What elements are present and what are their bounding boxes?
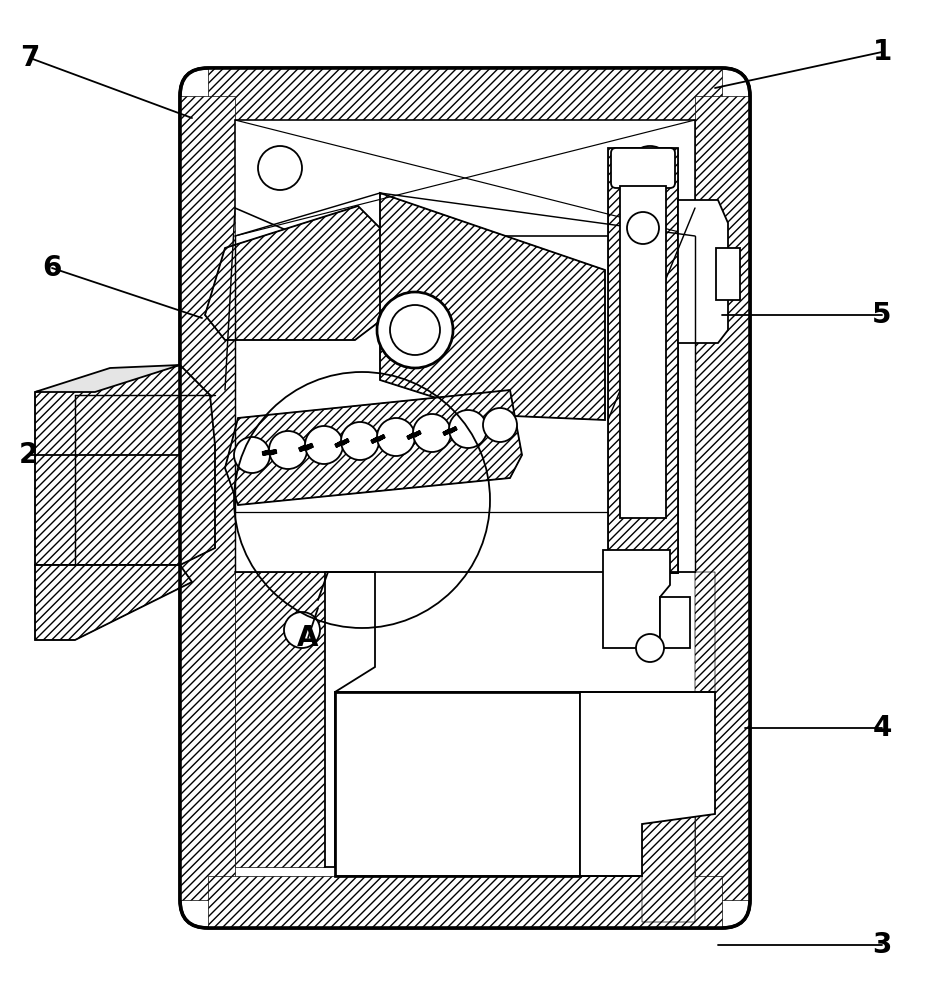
Circle shape	[390, 305, 440, 355]
Circle shape	[627, 212, 659, 244]
Polygon shape	[603, 550, 670, 648]
Polygon shape	[716, 248, 740, 300]
Polygon shape	[325, 572, 375, 867]
Polygon shape	[642, 572, 715, 922]
Circle shape	[449, 410, 487, 448]
Polygon shape	[235, 120, 695, 236]
Circle shape	[377, 292, 453, 368]
Text: 5: 5	[872, 301, 892, 329]
Polygon shape	[620, 186, 666, 518]
Polygon shape	[208, 876, 722, 928]
Polygon shape	[580, 692, 715, 876]
Text: 6: 6	[42, 254, 62, 282]
Circle shape	[234, 437, 270, 473]
Circle shape	[628, 146, 672, 190]
Polygon shape	[335, 692, 580, 876]
Polygon shape	[208, 68, 722, 120]
Polygon shape	[678, 200, 728, 343]
Text: 4: 4	[872, 714, 892, 742]
Polygon shape	[225, 390, 522, 505]
Polygon shape	[205, 206, 388, 340]
Polygon shape	[35, 365, 180, 392]
Circle shape	[284, 612, 320, 648]
Polygon shape	[660, 597, 690, 648]
Circle shape	[413, 414, 451, 452]
FancyBboxPatch shape	[180, 68, 750, 928]
Polygon shape	[35, 365, 215, 565]
Text: A: A	[297, 624, 319, 652]
FancyBboxPatch shape	[611, 148, 675, 188]
Circle shape	[269, 431, 307, 469]
Polygon shape	[608, 148, 678, 573]
Polygon shape	[380, 193, 605, 420]
Polygon shape	[35, 565, 192, 640]
Circle shape	[341, 422, 379, 460]
Text: 2: 2	[18, 441, 38, 469]
Polygon shape	[695, 96, 750, 900]
Circle shape	[636, 634, 664, 662]
Text: 3: 3	[872, 931, 892, 959]
Circle shape	[483, 408, 517, 442]
Circle shape	[305, 426, 343, 464]
Circle shape	[258, 146, 302, 190]
Text: 1: 1	[872, 38, 892, 66]
Polygon shape	[235, 572, 325, 867]
Text: 7: 7	[21, 44, 39, 72]
Circle shape	[377, 418, 415, 456]
Polygon shape	[180, 96, 235, 900]
